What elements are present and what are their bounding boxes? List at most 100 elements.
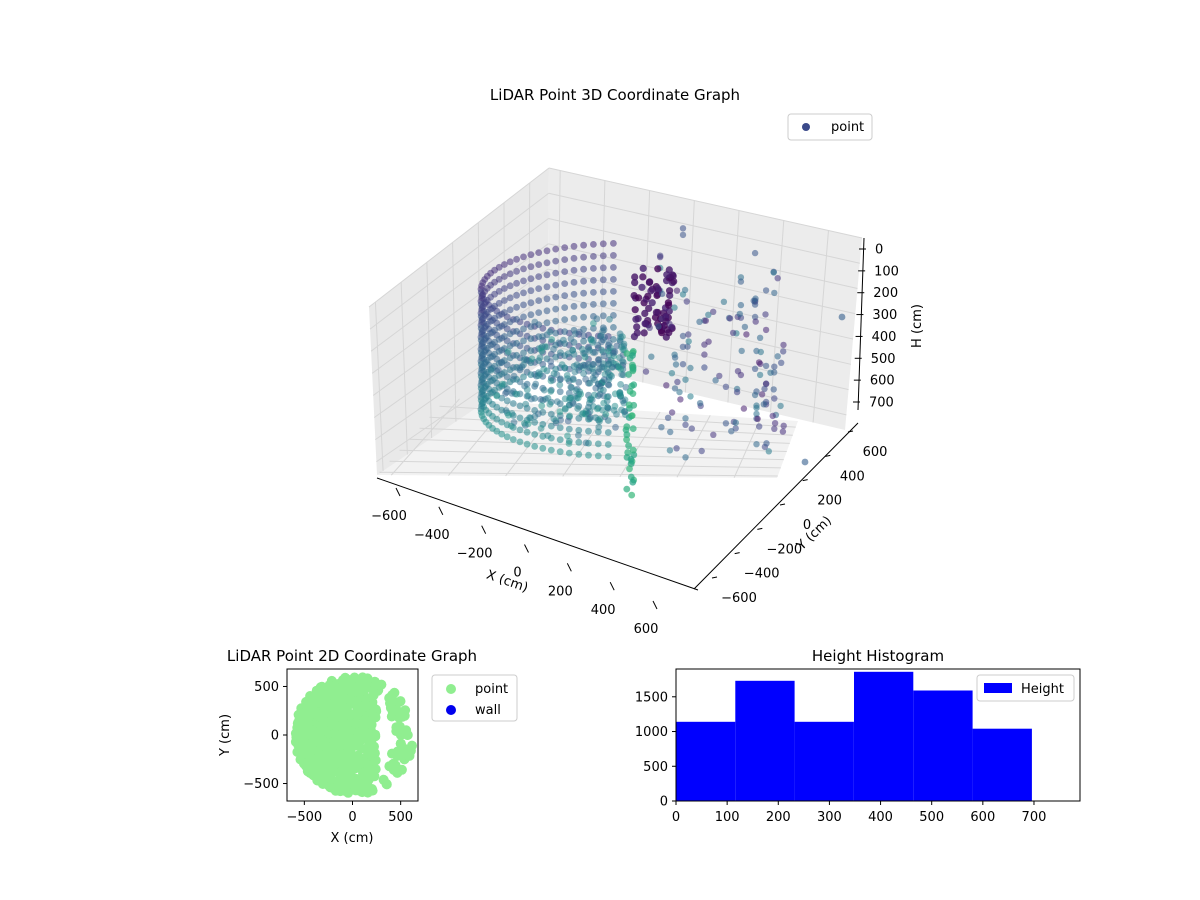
data-point xyxy=(575,378,583,386)
x-axis-line xyxy=(376,477,699,591)
x-tick-label: −400 xyxy=(414,528,450,543)
data-point xyxy=(539,333,546,340)
hist-x-tick-label: 600 xyxy=(970,810,995,825)
data-point xyxy=(599,264,607,272)
data-point xyxy=(777,402,784,410)
data-point xyxy=(608,372,615,380)
x-tick-mark xyxy=(524,544,529,553)
data-point xyxy=(645,304,653,312)
data-point xyxy=(751,391,759,399)
data-point xyxy=(328,767,339,778)
grid-line xyxy=(389,460,781,469)
data-point xyxy=(605,360,612,368)
data-point xyxy=(838,313,846,321)
data-point xyxy=(677,396,684,403)
x-axis-label: X (cm) xyxy=(484,568,530,596)
data-point xyxy=(523,440,531,448)
z-axis-label: H (cm) xyxy=(910,304,925,348)
data-point xyxy=(626,465,633,473)
data-point xyxy=(737,278,745,285)
data-point xyxy=(587,414,594,421)
data-point xyxy=(355,686,366,697)
data-point xyxy=(722,383,730,390)
data-point xyxy=(761,385,768,393)
data-point xyxy=(507,422,515,430)
data-point xyxy=(527,323,535,331)
data-point xyxy=(736,310,743,318)
data-point xyxy=(580,301,587,309)
data-point xyxy=(570,278,578,286)
grid-line xyxy=(372,268,549,396)
data-point xyxy=(566,412,573,420)
data-point xyxy=(513,303,520,311)
data-point xyxy=(556,448,564,456)
data-point xyxy=(561,304,569,311)
histogram-bars xyxy=(676,671,1032,801)
data-point xyxy=(367,785,378,796)
data-point xyxy=(552,257,560,265)
data-point xyxy=(619,357,626,365)
data-point xyxy=(339,702,350,713)
y2d-tick-label: 0 xyxy=(271,729,279,744)
data-point xyxy=(756,423,763,430)
data-point xyxy=(543,295,551,303)
data-point xyxy=(590,325,597,332)
x-tick-mark xyxy=(609,581,615,591)
data-point xyxy=(302,720,313,731)
data-point xyxy=(771,420,779,427)
data-point xyxy=(652,308,661,316)
data-point xyxy=(552,293,560,301)
data-point xyxy=(720,298,728,305)
data-point xyxy=(503,388,510,396)
data-point xyxy=(587,336,595,344)
data-point xyxy=(683,298,690,305)
y-tick-mark xyxy=(825,454,831,457)
x-tick-label: 400 xyxy=(591,603,616,618)
data-point xyxy=(701,351,708,358)
data-point xyxy=(573,394,580,402)
data-point xyxy=(762,380,770,388)
data-point xyxy=(598,346,605,354)
data-point xyxy=(599,406,606,414)
data-point xyxy=(536,370,544,378)
data-point xyxy=(520,349,527,357)
data-point xyxy=(580,313,587,321)
data-point xyxy=(570,314,578,322)
data-point xyxy=(590,277,597,284)
data-point xyxy=(556,408,564,416)
z-tick-label: 200 xyxy=(873,286,898,301)
legend-2d-marker-wall xyxy=(446,705,456,715)
data-point xyxy=(635,294,643,302)
data-point xyxy=(580,332,588,340)
x-tick-label: −200 xyxy=(457,547,493,562)
data-point xyxy=(513,390,521,398)
legend-3d: point xyxy=(787,113,873,141)
data-point xyxy=(575,438,583,446)
data-point xyxy=(801,458,809,466)
data-point xyxy=(756,371,764,379)
data-point xyxy=(542,395,549,403)
data-point xyxy=(565,425,573,433)
data-point xyxy=(646,324,653,331)
data-point xyxy=(604,404,612,411)
data-point xyxy=(547,377,555,385)
data-point xyxy=(613,342,621,350)
data-point xyxy=(658,424,665,431)
data-point xyxy=(501,273,508,280)
legend-2d-label-wall: wall xyxy=(475,703,501,718)
data-point xyxy=(671,385,679,392)
data-point xyxy=(537,425,545,432)
data-point xyxy=(520,265,527,273)
data-point xyxy=(644,292,652,300)
data-point xyxy=(610,288,617,295)
data-point xyxy=(531,318,539,326)
data-point xyxy=(531,419,539,426)
data-point xyxy=(688,425,695,432)
data-point xyxy=(628,491,636,499)
data-point xyxy=(743,331,750,338)
grid-line xyxy=(390,398,460,476)
data-point xyxy=(631,279,639,287)
data-point xyxy=(543,319,551,327)
data-point xyxy=(580,241,587,249)
data-point xyxy=(676,388,683,396)
